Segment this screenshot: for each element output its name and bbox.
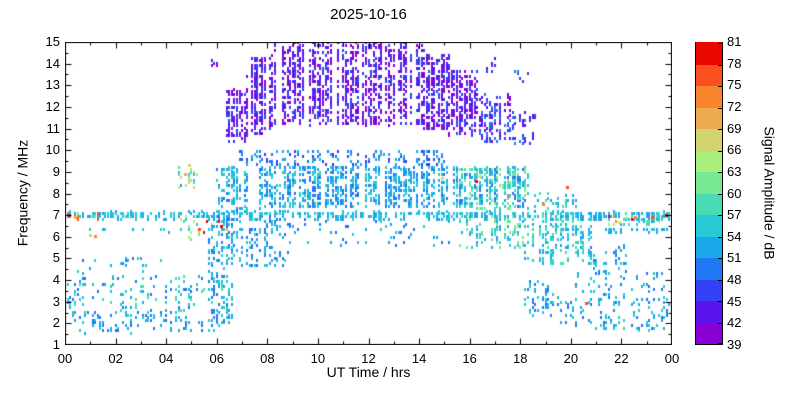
colorbar-tick-mark <box>718 86 722 87</box>
x-tick-label: 04 <box>158 351 174 366</box>
y-tick-label: 13 <box>45 77 60 93</box>
colorbar-tick-mark <box>718 301 722 302</box>
scatter-canvas <box>65 42 672 345</box>
y-tick-label: 12 <box>45 98 60 114</box>
colorbar-tick-mark <box>718 215 722 216</box>
colorbar-tick-mark <box>718 322 722 324</box>
colorbar-segment <box>696 42 722 65</box>
colorbar-tick-label: 45 <box>727 293 742 309</box>
colorbar-tick-label: 60 <box>727 185 742 201</box>
colorbar-tick-label: 75 <box>727 77 742 93</box>
colorbar-tick-mark <box>718 129 722 130</box>
colorbar-segment <box>696 235 722 258</box>
plot-area <box>65 42 672 345</box>
y-tick-label: 5 <box>52 250 60 266</box>
y-tick-label: 8 <box>52 185 60 201</box>
colorbar-segment <box>696 128 722 151</box>
y-tick-label: 10 <box>45 142 60 158</box>
colorbar-tick-label: 54 <box>727 228 742 244</box>
colorbar-tick-mark <box>718 279 722 281</box>
colorbar-tick-label: 42 <box>727 315 742 331</box>
y-tick-label: 1 <box>52 337 60 352</box>
colorbar-segment <box>696 257 722 280</box>
x-tick-label: 22 <box>614 351 629 366</box>
colorbar-label: Signal Amplitude / dB <box>761 126 778 260</box>
x-tick-label: 06 <box>209 351 224 366</box>
colorbar-tick-label: 39 <box>727 337 742 352</box>
y-tick-label: 11 <box>46 120 61 136</box>
colorbar-segment <box>696 192 722 215</box>
x-tick-label: 10 <box>310 351 326 366</box>
x-tick-label: 00 <box>57 351 73 366</box>
colorbar-tick-mark <box>718 236 722 238</box>
colorbar-tick-label: 51 <box>727 250 742 266</box>
colorbar-segment <box>696 63 722 86</box>
colorbar-tick-mark <box>718 150 722 152</box>
x-tick-label: 20 <box>563 351 579 366</box>
colorbar-tick-label: 63 <box>727 163 742 179</box>
y-tick-label: 3 <box>52 293 60 309</box>
chart-title: 2025-10-16 <box>330 6 407 23</box>
y-tick-label: 4 <box>52 272 60 288</box>
colorbar-tick-mark <box>718 64 722 66</box>
colorbar-tick-mark <box>718 43 722 44</box>
colorbar-tick-label: 81 <box>727 34 742 49</box>
x-tick-label: 14 <box>411 351 427 366</box>
colorbar-segment <box>696 85 722 108</box>
colorbar-segment <box>696 106 722 129</box>
colorbar-segment <box>696 278 722 301</box>
y-tick-label: 7 <box>52 207 60 223</box>
colorbar-segment <box>696 214 722 237</box>
x-axis-label: UT Time / hrs <box>326 364 411 380</box>
x-tick-label: 02 <box>108 351 123 366</box>
colorbar-tick-label: 66 <box>727 142 742 158</box>
y-tick-label: 15 <box>45 34 60 49</box>
x-tick-label: 16 <box>462 351 477 366</box>
colorbar-segment <box>696 171 722 194</box>
y-tick-label: 14 <box>45 55 60 71</box>
colorbar-tick-label: 48 <box>727 272 742 288</box>
y-tick-label: 9 <box>52 163 60 179</box>
colorbar <box>695 42 723 345</box>
x-tick-label: 12 <box>361 351 376 366</box>
x-tick-label: 08 <box>260 351 275 366</box>
colorbar-tick-mark <box>718 193 722 195</box>
colorbar-tick-mark <box>718 258 722 259</box>
colorbar-tick-label: 57 <box>727 207 742 223</box>
y-tick-label: 6 <box>52 228 60 244</box>
colorbar-tick-label: 72 <box>727 98 742 114</box>
colorbar-tick-mark <box>718 343 722 344</box>
x-tick-label: 00 <box>664 351 680 366</box>
x-tick-label: 18 <box>513 351 528 366</box>
colorbar-tick-mark <box>718 172 722 173</box>
colorbar-segment <box>696 321 722 344</box>
colorbar-segment <box>696 300 722 323</box>
colorbar-tick-label: 69 <box>727 120 742 136</box>
y-tick-label: 2 <box>52 315 60 331</box>
colorbar-tick-mark <box>718 107 722 109</box>
colorbar-segment <box>696 149 722 172</box>
colorbar-tick-label: 78 <box>727 55 742 71</box>
